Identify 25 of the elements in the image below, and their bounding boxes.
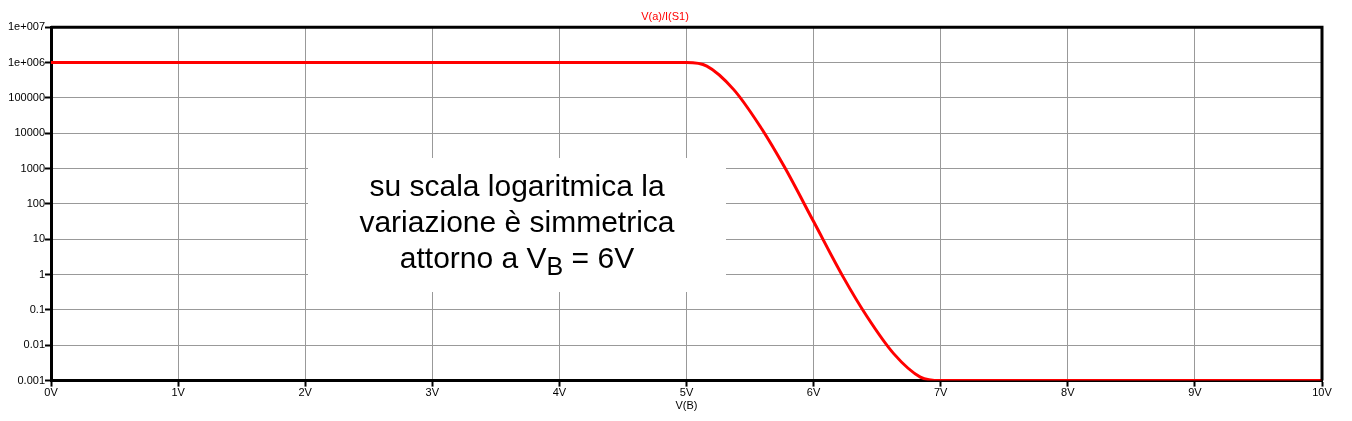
y-tick-label: 100000 bbox=[8, 90, 46, 103]
x-tick-label: 5V bbox=[679, 386, 694, 399]
x-tick-label: 10V bbox=[1312, 386, 1333, 399]
x-axis-title: V(B) bbox=[675, 399, 698, 412]
y-tick-label: 0.001 bbox=[17, 373, 46, 386]
chart-title: V(a)/I(S1) bbox=[641, 9, 689, 22]
x-tick-label: 7V bbox=[933, 386, 949, 399]
x-tick-label: 6V bbox=[806, 386, 821, 399]
x-tick-label: 2V bbox=[298, 386, 313, 399]
y-tick-label: 10 bbox=[32, 232, 46, 245]
y-tick-label: 1e+007 bbox=[8, 20, 46, 33]
y-tick-label: 100 bbox=[26, 196, 46, 209]
x-tick-label: 8V bbox=[1061, 386, 1076, 399]
y-tick-label: 1000 bbox=[20, 161, 46, 174]
x-tick-label: 3V bbox=[425, 386, 440, 399]
y-tick-label: 10000 bbox=[14, 126, 46, 139]
x-tick-label: 1V bbox=[171, 386, 186, 399]
y-tick-label: 0.01 bbox=[23, 338, 46, 351]
y-tick-label: 0.1 bbox=[29, 302, 46, 315]
annotation: su scala logaritmica la variazione è simmetrica attorno a V$_{B}$ = 6V bbox=[308, 158, 726, 294]
x-tick-label: 9V bbox=[1188, 386, 1203, 399]
y-tick-label: 1 bbox=[38, 267, 46, 280]
y-tick-label: 1e+006 bbox=[8, 55, 46, 68]
x-tick-label: 0V bbox=[44, 386, 59, 399]
x-tick-label: 4V bbox=[552, 386, 567, 399]
